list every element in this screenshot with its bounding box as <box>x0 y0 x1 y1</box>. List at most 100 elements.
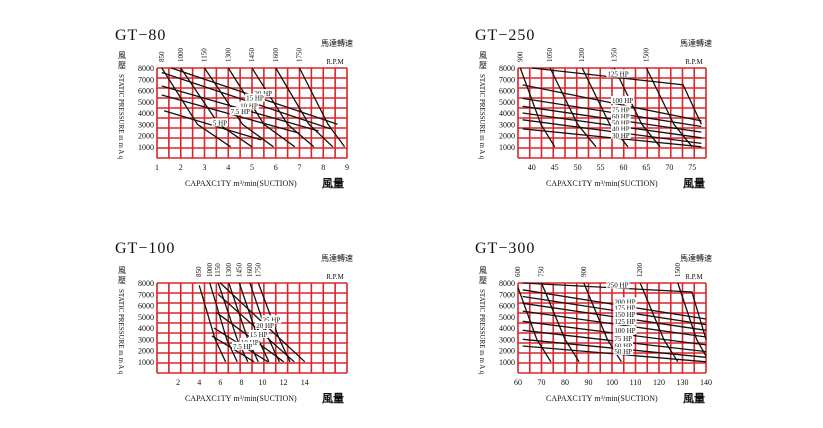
y-tick-label: 5000 <box>499 313 515 322</box>
x-tick-label: 6 <box>274 163 278 172</box>
rpm-curve <box>517 287 552 363</box>
y-tick-label: 4000 <box>138 324 154 333</box>
x-tick-label: 5 <box>250 163 254 172</box>
x-tick-label: 3 <box>203 163 207 172</box>
hp-label: 7.5 HP <box>233 343 253 351</box>
rpm-label: 1000 <box>177 48 185 63</box>
x-axis-unit: m³/min(SUCTION) <box>233 394 297 403</box>
x-tick-label: 10 <box>259 378 267 387</box>
hp-label: 175 HP <box>614 305 635 313</box>
x-tick-label: 1 <box>155 163 159 172</box>
y-tick-label: 6000 <box>499 87 515 96</box>
y-tick-label: 2000 <box>138 347 154 356</box>
rpm-label: 750 <box>538 266 546 277</box>
x-axis-label-text: CAPAXC1TY <box>185 179 232 188</box>
y-tick-label: 1000 <box>138 358 154 367</box>
hp-label: 7.5 HP <box>231 108 251 116</box>
y-axis-cjk-char: 風 <box>479 51 487 60</box>
rpm-label: 1600 <box>246 263 254 278</box>
hp-label: 100 HP <box>612 97 633 105</box>
hp-label: 5 HP <box>213 119 227 127</box>
x-tick-label: 50 <box>574 163 582 172</box>
hp-label-bg <box>248 330 269 338</box>
y-tick-label: 7000 <box>499 290 515 299</box>
y-tick-label: 4000 <box>499 324 515 333</box>
x-tick-label: 120 <box>653 378 665 387</box>
y-tick-label: 5000 <box>499 98 515 107</box>
x-tick-label: 4 <box>197 378 201 387</box>
rpm-label: 1600 <box>272 48 280 63</box>
x-tick-label: 2 <box>179 163 183 172</box>
y-axis-cjk-label: 風壓 <box>478 268 494 277</box>
chart-panel-3: GT−100 1000 2000 3000 4000 5000 6000 7000 8000 2 4… <box>115 240 353 405</box>
x-tick-label: 4 <box>226 163 230 172</box>
hp-label-bg <box>255 321 275 329</box>
rpm-curve <box>203 67 274 148</box>
hp-label-bg <box>613 317 637 326</box>
chart-panel-4: GT−300 1000 2000 3000 4000 5000 6000 7000 8000 60… <box>475 240 712 405</box>
y-axis-cjk-char: 風 <box>118 266 126 275</box>
rpm-label: 1050 <box>546 48 554 63</box>
rpm-label: 1500 <box>642 48 650 63</box>
hp-label: 75 HP <box>614 335 632 343</box>
rpm-label: 1500 <box>674 263 682 278</box>
rpm-label: 1750 <box>254 263 262 278</box>
x-tick-label: 140 <box>700 378 712 387</box>
rpm-curve <box>519 67 556 148</box>
y-axis-cjk-char: 風 <box>479 266 487 275</box>
rpm-curve <box>275 67 334 148</box>
hp-label: 60 HP <box>614 342 632 350</box>
x-axis-label-text: CAPAXC1TY <box>185 394 232 403</box>
rpm-title: 馬達轉速 <box>321 253 353 263</box>
y-tick-label: 6000 <box>138 87 154 96</box>
y-axis-label: STATIC PRESSURE m m A q <box>117 74 125 160</box>
y-tick-label: 6000 <box>499 302 515 311</box>
y-axis-cjk-char: 壓 <box>118 276 126 285</box>
rpm-label: 1450 <box>235 263 243 278</box>
y-axis-cjk-char: 壓 <box>479 276 487 285</box>
hp-label-bg <box>606 69 630 78</box>
rpm-label: 1150 <box>201 48 209 62</box>
rpm-curve <box>161 67 231 148</box>
x-tick-label: 45 <box>551 163 559 172</box>
y-tick-label: 4000 <box>499 109 515 118</box>
x-tick-label: 9 <box>345 163 349 172</box>
x-tick-label: 90 <box>585 378 593 387</box>
x-tick-label: 12 <box>280 378 288 387</box>
y-axis-label: STATIC PRESSURE m m A q <box>478 74 486 160</box>
hp-label-bg <box>611 105 631 114</box>
x-axis-label-text: CAPAXC1TY <box>546 394 593 403</box>
rpm-curve <box>613 67 661 148</box>
y-axis-label: STATIC PRESSURE m m A q <box>478 289 486 375</box>
y-axis-label: STATIC PRESSURE m m A q <box>117 289 125 375</box>
x-tick-label: 6 <box>218 378 222 387</box>
hp-label: 100 HP <box>614 327 635 335</box>
y-axis-cjk-label: 風壓 <box>117 53 133 62</box>
y-tick-label: 1000 <box>138 143 154 152</box>
x-tick-label: 110 <box>630 378 642 387</box>
chart-grid <box>156 282 348 374</box>
hp-label-bg <box>613 341 634 350</box>
rpm-title: 馬達轉速 <box>680 253 712 263</box>
x-tick-label: 100 <box>606 378 618 387</box>
rpm-curve <box>549 67 597 148</box>
hp-label-bg <box>611 112 631 121</box>
hp-label: 25 HP <box>263 316 281 324</box>
x-axis-unit: m³/min(SUCTION) <box>594 179 658 188</box>
y-tick-label: 7000 <box>138 75 154 84</box>
y-tick-label: 7000 <box>499 75 515 84</box>
chart-title: GT−250 <box>475 27 535 44</box>
y-tick-label: 5000 <box>138 98 154 107</box>
y-tick-label: 1000 <box>499 358 515 367</box>
hp-label: 30 HP <box>612 132 630 140</box>
hp-label: 200 HP <box>614 298 635 306</box>
y-axis-cjk-char: 壓 <box>479 61 487 70</box>
y-axis-cjk-char: 壓 <box>118 61 126 70</box>
x-axis-cjk-label: 風量 <box>322 177 344 190</box>
hp-label: 60 HP <box>612 113 630 121</box>
hp-label-bg <box>613 346 634 355</box>
rpm-title: 馬達轉速 <box>321 38 353 48</box>
x-tick-label: 8 <box>239 378 243 387</box>
y-axis-cjk-char: 風 <box>118 51 126 60</box>
